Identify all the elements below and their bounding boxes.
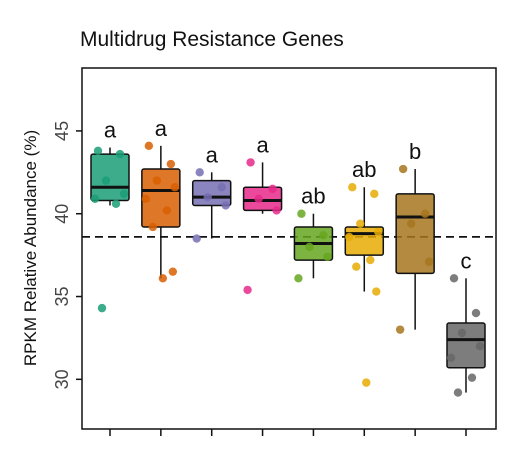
data-point <box>192 234 201 243</box>
significance-letter: a <box>256 132 269 157</box>
y-tick-label: 30 <box>52 369 72 389</box>
data-point <box>366 255 375 265</box>
box-group: a <box>191 142 232 243</box>
data-point <box>362 378 371 387</box>
x-axis <box>109 429 467 436</box>
data-point <box>398 164 408 174</box>
significance-letter: b <box>409 139 421 164</box>
box-group: a <box>90 117 130 313</box>
data-point <box>141 194 151 204</box>
data-point <box>370 189 379 199</box>
data-point <box>446 353 456 362</box>
box-group: a <box>242 132 283 295</box>
data-point <box>345 232 354 242</box>
box <box>90 153 130 202</box>
data-point <box>305 242 314 252</box>
significance-letter: a <box>104 117 117 142</box>
data-point <box>152 176 162 185</box>
significance-letter: ab <box>352 157 376 182</box>
data-point <box>356 219 365 228</box>
data-point <box>158 274 168 283</box>
box-group: b <box>395 139 435 334</box>
chart-title: Multidrug Resistance Genes <box>80 28 344 51</box>
box-group: ab <box>344 157 385 387</box>
data-point <box>372 287 381 296</box>
data-point <box>348 183 357 192</box>
data-point <box>467 373 477 382</box>
data-point <box>115 149 125 159</box>
data-point <box>111 199 121 208</box>
data-point <box>166 159 176 169</box>
data-point <box>144 141 154 151</box>
box <box>446 322 486 369</box>
data-point <box>471 308 481 318</box>
data-point <box>217 183 226 192</box>
data-point <box>268 184 277 194</box>
box-series: a a a a ab ab b c <box>90 116 486 397</box>
y-tick-label: 35 <box>52 287 72 307</box>
data-point <box>424 257 434 266</box>
y-axis-label: RPKM Relative Abundance (%) <box>21 130 40 366</box>
y-axis: 30 35 40 45 <box>52 121 82 389</box>
data-point <box>221 201 230 210</box>
data-point <box>297 209 306 218</box>
data-point <box>395 325 405 334</box>
data-point <box>119 189 129 199</box>
data-point <box>203 192 212 202</box>
box-group: ab <box>293 184 334 283</box>
box-group: a <box>141 116 181 283</box>
significance-letter: a <box>155 116 168 141</box>
y-tick-label: 45 <box>52 121 72 141</box>
data-point <box>294 274 303 283</box>
significance-letter: ab <box>301 184 325 209</box>
data-point <box>319 231 328 240</box>
data-point <box>352 262 361 271</box>
significance-letter: c <box>461 248 472 273</box>
plot-frame <box>81 67 497 430</box>
data-point <box>195 168 204 177</box>
data-point <box>406 219 416 228</box>
data-point <box>374 227 383 237</box>
box-group: c <box>446 248 486 397</box>
data-point <box>420 209 430 218</box>
data-point <box>170 183 180 192</box>
data-point <box>323 252 332 261</box>
data-point <box>101 176 111 185</box>
data-point <box>272 206 281 215</box>
data-point <box>254 194 263 204</box>
data-point <box>453 388 463 397</box>
data-point <box>246 158 255 167</box>
data-point <box>243 285 252 295</box>
data-point <box>90 194 100 204</box>
data-point <box>93 146 103 155</box>
data-point <box>168 267 178 276</box>
data-point <box>457 328 467 338</box>
data-point <box>162 206 172 215</box>
data-point <box>148 222 158 232</box>
data-point <box>475 342 485 351</box>
significance-letter: a <box>206 142 219 167</box>
y-tick-label: 40 <box>52 204 72 224</box>
data-point <box>97 303 107 313</box>
data-point <box>449 274 459 283</box>
